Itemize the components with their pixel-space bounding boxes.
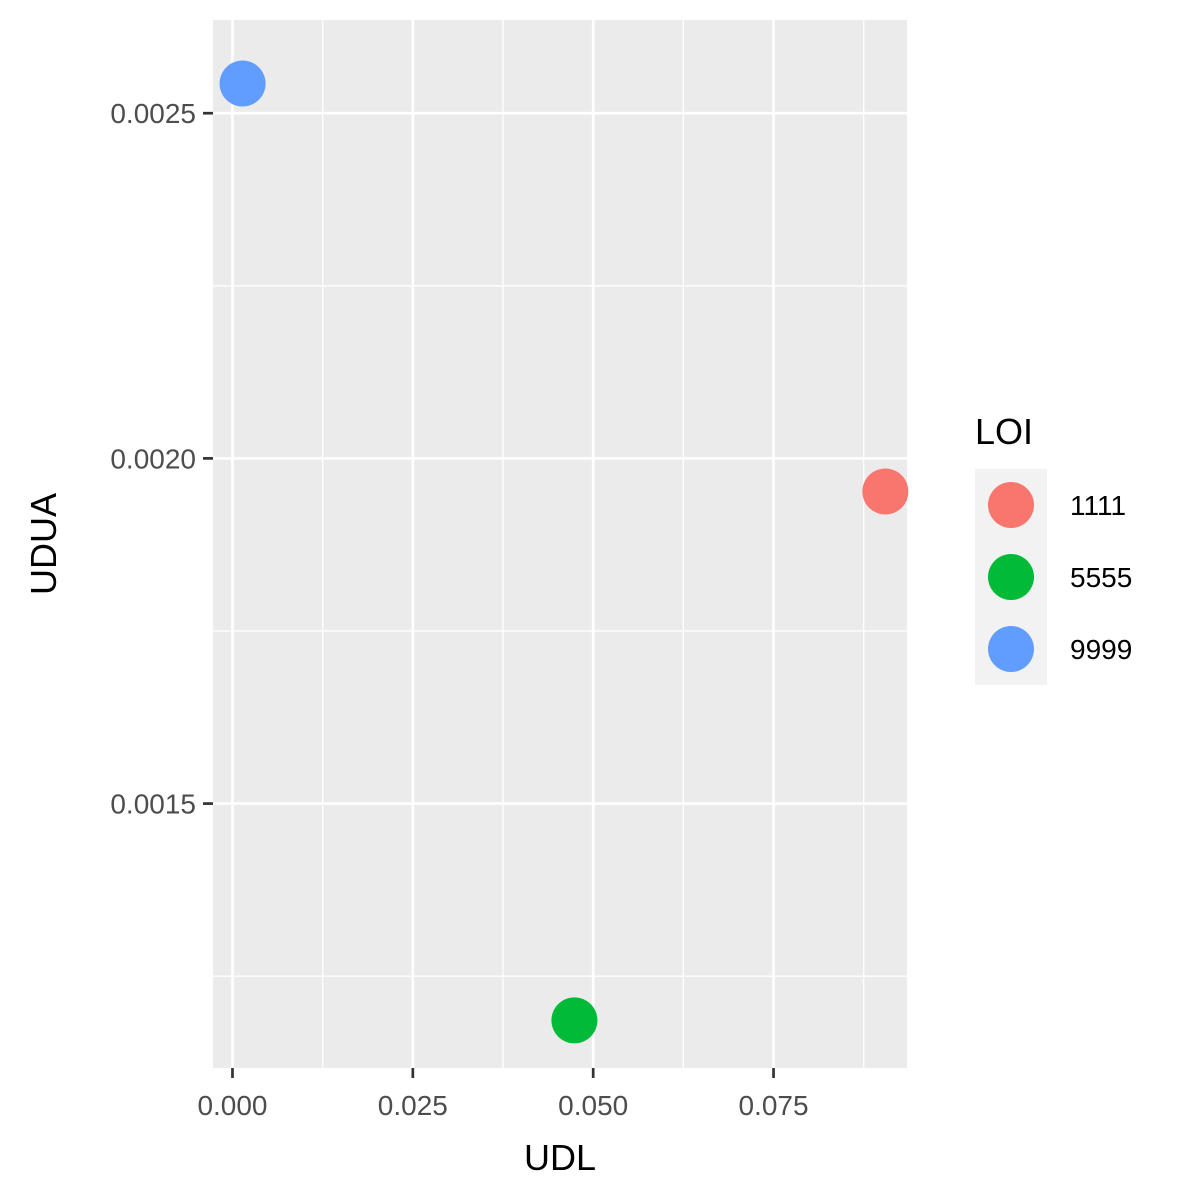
data-point-5555 — [551, 997, 598, 1044]
legend-label-9999: 9999 — [1070, 634, 1132, 665]
y-tick-label: 0.0020 — [110, 443, 196, 474]
y-tick-label: 0.0015 — [110, 789, 196, 820]
legend-key-9999 — [988, 626, 1034, 672]
legend-items: 1111 5555 9999 — [988, 482, 1132, 672]
y-tick-label: 0.0025 — [110, 98, 196, 129]
legend-label-5555: 5555 — [1070, 562, 1132, 593]
x-tick-label: 0.025 — [378, 1090, 448, 1121]
minor-gridlines — [213, 20, 907, 1068]
data-point-1111 — [862, 468, 909, 515]
x-tick-label: 0.050 — [558, 1090, 628, 1121]
y-axis-title: UDUA — [23, 493, 64, 595]
data-point-9999 — [219, 60, 266, 107]
x-axis-title: UDL — [524, 1137, 596, 1178]
plot-panel — [213, 20, 907, 1068]
major-gridlines — [213, 20, 907, 1068]
y-axis: 0.0015 0.0020 0.0025 — [110, 98, 213, 820]
x-tick-label: 0.000 — [197, 1090, 267, 1121]
legend-title: LOI — [975, 411, 1033, 452]
legend-key-5555 — [988, 554, 1034, 600]
legend-key-1111 — [988, 482, 1034, 528]
x-axis: 0.000 0.025 0.050 0.075 — [197, 1068, 809, 1121]
x-tick-label: 0.075 — [738, 1090, 808, 1121]
data-points — [219, 60, 909, 1044]
legend-label-1111: 1111 — [1070, 490, 1126, 521]
legend: LOI 1111 5555 9999 — [975, 411, 1132, 685]
